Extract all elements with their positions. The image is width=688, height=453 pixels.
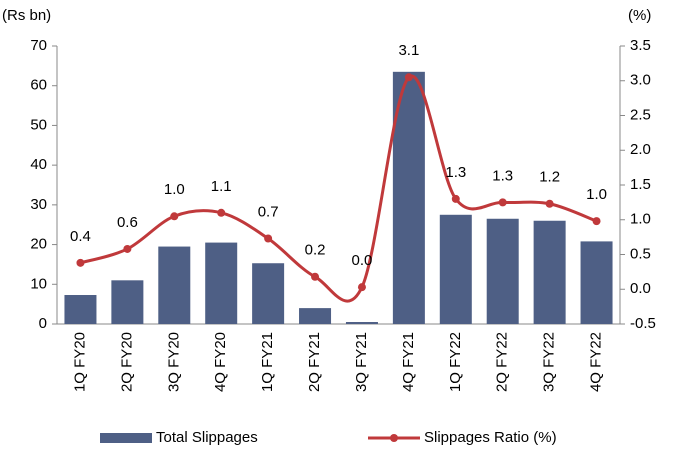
bar (158, 246, 191, 324)
x-tick-label: 1Q FY20 (71, 332, 88, 392)
line-marker (170, 212, 179, 221)
line-marker (404, 73, 413, 82)
y-tick-label: 70 (30, 37, 47, 54)
legend-label: Slippages Ratio (%) (424, 429, 557, 446)
line-marker (217, 208, 226, 217)
data-label: 0.0 (352, 252, 373, 269)
y2-tick-label: 2.5 (630, 106, 651, 123)
x-tick-label: 1Q FY22 (447, 332, 464, 392)
data-label: 0.2 (305, 242, 326, 259)
y2-tick-label: 3.0 (630, 72, 651, 89)
data-label: 3.1 (398, 42, 419, 59)
x-tick-label: 2Q FY22 (494, 332, 511, 392)
data-label: 1.3 (492, 167, 513, 184)
bar (486, 218, 519, 324)
x-tick-label: 3Q FY22 (541, 332, 558, 392)
y-tick-label: 40 (30, 156, 47, 173)
bar (299, 308, 332, 324)
x-tick-label: 3Q FY21 (353, 332, 370, 392)
y2-tick-label: 1.0 (630, 211, 651, 228)
y-axis-label: (Rs bn) (2, 7, 51, 24)
y-tick-label: 60 (30, 77, 47, 94)
bar (580, 241, 613, 324)
line-marker (76, 258, 85, 267)
line-marker (264, 234, 273, 243)
bar (111, 280, 144, 324)
data-label: 0.4 (70, 228, 91, 245)
x-tick-label: 3Q FY20 (165, 332, 182, 392)
data-label: 1.3 (445, 164, 466, 181)
bar (64, 295, 97, 324)
data-label: 0.7 (258, 203, 279, 220)
line-marker (311, 272, 320, 281)
bar (252, 263, 285, 324)
x-tick-label: 2Q FY20 (118, 332, 135, 392)
bar (439, 214, 472, 324)
bar (533, 220, 566, 324)
line-marker (498, 198, 507, 207)
y2-axis-label: (%) (628, 7, 651, 24)
x-tick-label: 4Q FY21 (400, 332, 417, 392)
x-tick-label: 2Q FY21 (306, 332, 323, 392)
y2-tick-label: 2.0 (630, 141, 651, 158)
y2-tick-label: 3.5 (630, 37, 651, 54)
y-tick-label: 50 (30, 116, 47, 133)
data-label: 1.2 (539, 169, 560, 186)
legend-swatch (100, 433, 152, 443)
y2-tick-label: 0.0 (630, 280, 651, 297)
x-tick-label: 1Q FY21 (259, 332, 276, 392)
bar (205, 242, 238, 324)
y-tick-label: 30 (30, 196, 47, 213)
line-marker (451, 194, 460, 203)
line-marker (357, 283, 366, 292)
x-tick-label: 4Q FY20 (212, 332, 229, 392)
y2-tick-label: -0.5 (630, 315, 656, 332)
data-label: 1.0 (164, 181, 185, 198)
line-marker (123, 244, 132, 253)
bar (345, 322, 378, 324)
legend-label: Total Slippages (156, 429, 258, 446)
data-label: 1.1 (211, 178, 232, 195)
line-marker (545, 199, 554, 208)
line-marker (592, 217, 601, 226)
y-tick-label: 10 (30, 275, 47, 292)
y2-tick-label: 1.5 (630, 176, 651, 193)
data-label: 0.6 (117, 214, 138, 231)
legend-marker (390, 434, 398, 442)
y2-tick-label: 0.5 (630, 245, 651, 262)
x-tick-label: 4Q FY22 (588, 332, 605, 392)
data-label: 1.0 (586, 186, 607, 203)
y-tick-label: 0 (39, 315, 47, 332)
y-tick-label: 20 (30, 236, 47, 253)
line (80, 74, 598, 303)
bar (392, 71, 425, 324)
